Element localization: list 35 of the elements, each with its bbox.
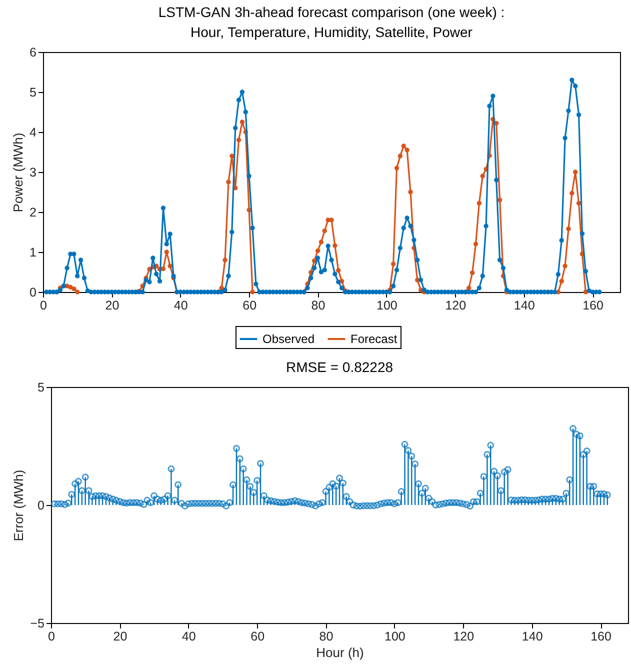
- x-tick-label: 140: [522, 630, 543, 644]
- x-tick-label: 60: [250, 630, 265, 644]
- y-tick-label: 6: [30, 46, 37, 60]
- y-tick-label: 2: [30, 206, 37, 220]
- legend-label: Observed: [262, 332, 315, 346]
- x-tick-label: 20: [105, 298, 120, 312]
- x-tick-label: 40: [174, 298, 188, 312]
- x-tick-label: 20: [113, 630, 128, 644]
- x-tick-label: 160: [582, 298, 604, 312]
- y-tick-label: −5: [30, 616, 45, 630]
- x-tick-label: 160: [590, 630, 612, 644]
- x-tick-label: 80: [319, 630, 334, 644]
- x-tick-label: 0: [48, 630, 56, 644]
- x-tick-label: 40: [182, 630, 196, 644]
- x-tick-label: 100: [384, 630, 406, 644]
- x-tick-label: 100: [376, 298, 398, 312]
- chart-title: RMSE = 0.82228: [286, 359, 394, 375]
- y-tick-label: 0: [38, 498, 45, 512]
- y-axis-title: Power (MWh): [10, 132, 26, 212]
- y-tick-label: 0: [30, 286, 37, 300]
- x-tick-label: 120: [445, 298, 466, 312]
- x-tick-label: 60: [242, 298, 257, 312]
- x-axis-title: Hour (h): [316, 645, 364, 660]
- x-tick-label: 140: [514, 298, 535, 312]
- y-tick-label: 1: [30, 246, 37, 260]
- chart-title: LSTM-GAN 3h-ahead forecast comparison (one week) :: [158, 4, 505, 20]
- y-tick-label: 3: [30, 166, 37, 180]
- chart-subtitle: Hour, Temperature, Humidity, Satellite, Power: [190, 24, 473, 40]
- x-tick-label: 120: [453, 630, 474, 644]
- legend-label: Forecast: [350, 332, 398, 346]
- x-tick-label: 80: [311, 298, 326, 312]
- y-tick-label: 4: [30, 126, 37, 140]
- y-axis-title: Error (MWh): [11, 470, 26, 542]
- y-tick-label: 5: [38, 380, 45, 394]
- y-tick-label: 5: [30, 86, 37, 100]
